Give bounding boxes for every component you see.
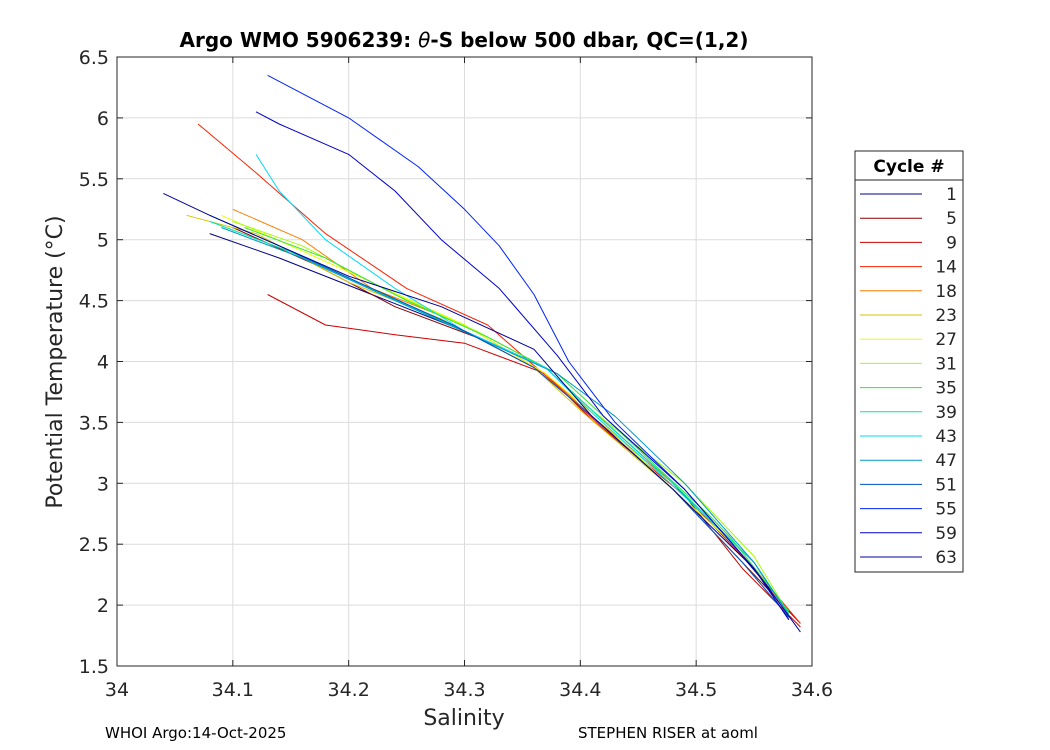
legend-label-47: 47 bbox=[935, 451, 957, 471]
legend-label-23: 23 bbox=[935, 306, 957, 326]
legend-label-9: 9 bbox=[946, 233, 957, 253]
y-tick-label: 4 bbox=[97, 352, 109, 374]
legend-label-5: 5 bbox=[946, 209, 957, 229]
legend-title: Cycle # bbox=[873, 157, 944, 177]
legend-label-43: 43 bbox=[935, 427, 957, 447]
legend-box bbox=[854, 150, 964, 573]
series-layer bbox=[163, 74, 801, 633]
series-line-cycle-51 bbox=[209, 214, 790, 618]
y-tick-label: 2 bbox=[97, 595, 109, 617]
y-tick-label: 2.5 bbox=[79, 534, 109, 556]
x-tick-label: 34.3 bbox=[443, 679, 485, 701]
legend-label-63: 63 bbox=[935, 548, 957, 568]
chart-title: Argo WMO 5906239: θ-S below 500 dbar, QC… bbox=[180, 28, 749, 52]
legend-label-59: 59 bbox=[935, 524, 957, 544]
y-tick-label: 1.5 bbox=[79, 656, 109, 678]
footer-credit: WHOI Argo:14-Oct-2025 bbox=[105, 724, 287, 742]
y-axis-label: Potential Temperature (°C) bbox=[43, 215, 68, 508]
legend-label-39: 39 bbox=[935, 403, 957, 423]
x-tick-label: 34.6 bbox=[791, 679, 833, 701]
x-tick-label: 34.5 bbox=[675, 679, 717, 701]
footer-author: STEPHEN RISER at aoml bbox=[578, 724, 758, 742]
x-tick-label: 34.2 bbox=[328, 679, 370, 701]
y-tick-label: 6.5 bbox=[79, 47, 109, 69]
x-tick-label: 34.1 bbox=[212, 679, 254, 701]
legend-label-55: 55 bbox=[935, 500, 957, 520]
axis-ticks: 34 34.1 34.2 34.3 34.4 34.5 34.6 1.5 2 2.5 3 3.5 4 4.… bbox=[79, 47, 833, 701]
legend-label-51: 51 bbox=[935, 475, 957, 495]
y-tick-label: 3.5 bbox=[79, 412, 109, 434]
series-line-cycle-35 bbox=[244, 227, 790, 612]
legend-label-1: 1 bbox=[946, 185, 957, 205]
y-tick-label: 6 bbox=[97, 108, 109, 130]
series-line-cycle-43 bbox=[255, 154, 790, 616]
y-tick-label: 3 bbox=[97, 473, 109, 495]
x-tick-label: 34.4 bbox=[559, 679, 601, 701]
series-line-cycle-59 bbox=[255, 111, 790, 620]
legend-label-31: 31 bbox=[935, 354, 957, 374]
grid-lines bbox=[117, 57, 812, 666]
x-tick-label: 34 bbox=[105, 679, 129, 701]
series-line-cycle-63 bbox=[163, 192, 801, 633]
y-tick-label: 4.5 bbox=[79, 291, 109, 313]
y-tick-label: 5 bbox=[97, 230, 109, 252]
series-line-cycle-47 bbox=[221, 227, 790, 616]
legend-label-35: 35 bbox=[935, 379, 957, 399]
legend-label-27: 27 bbox=[935, 330, 957, 350]
y-tick-label: 5.5 bbox=[79, 169, 109, 191]
x-axis-label: Salinity bbox=[423, 706, 504, 731]
legend-label-18: 18 bbox=[935, 282, 957, 302]
legend-label-14: 14 bbox=[935, 258, 957, 278]
